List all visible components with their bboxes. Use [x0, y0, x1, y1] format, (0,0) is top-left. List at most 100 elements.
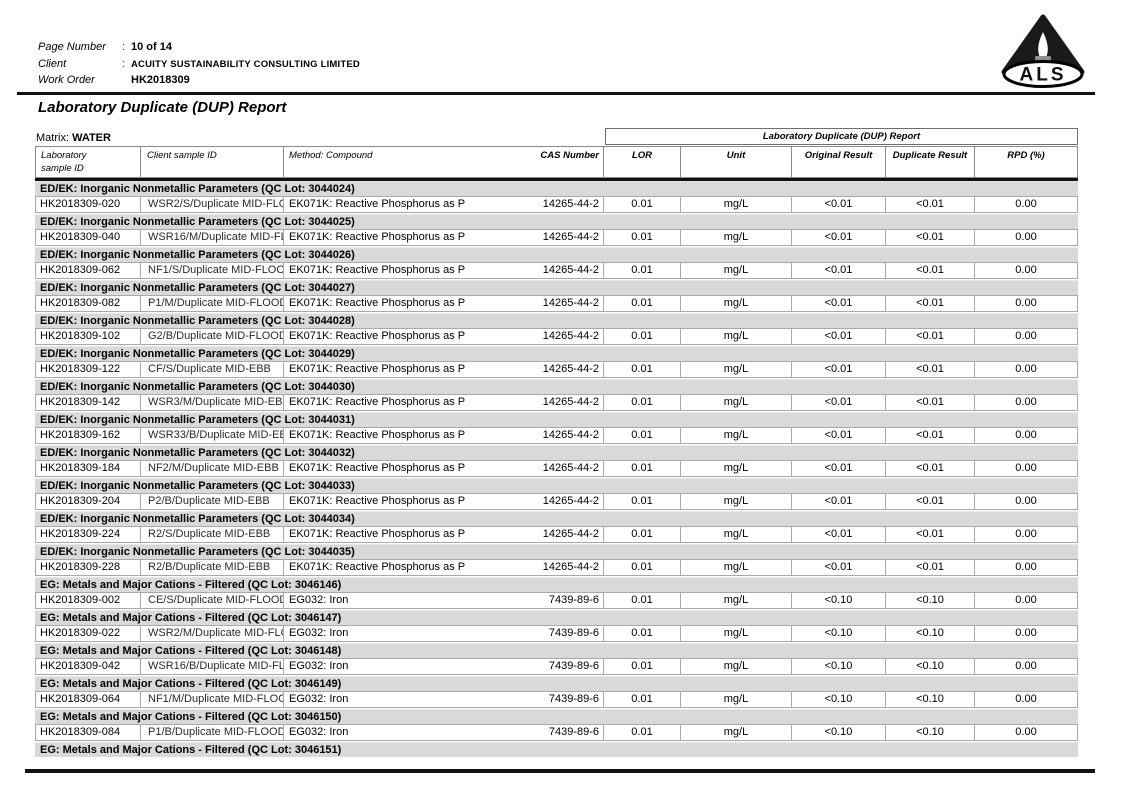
section-title: ED/EK: Inorganic Nonmetallic Parameters …	[40, 546, 355, 558]
section-title: EG: Metals and Major Cations - Filtered …	[40, 645, 342, 657]
cas-number: 7439-89-6	[548, 693, 599, 705]
cas-number: 7439-89-6	[548, 594, 599, 606]
section-title: ED/EK: Inorganic Nonmetallic Parameters …	[40, 513, 355, 525]
method-name: EK071K: Reactive Phosphorus as P	[289, 330, 466, 342]
cell-original-result: <0.01	[792, 296, 885, 311]
cell-original-result: <0.10	[792, 626, 885, 641]
table-row: HK2018309-042 WSR16/B/Duplicate MID-FLOO…	[35, 658, 1078, 675]
client-label: Client	[38, 58, 67, 70]
cell-client-sample-id: P2/B/Duplicate MID-EBB	[141, 494, 283, 509]
cell-rpd: 0.00	[975, 230, 1077, 245]
cell-rpd: 0.00	[975, 395, 1077, 410]
cell-original-result: <0.10	[792, 659, 885, 674]
cell-method-compound: EK071K: Reactive Phosphorus as P 14265-4…	[284, 362, 603, 377]
colon: :	[122, 58, 126, 70]
cell-lab-sample-id: HK2018309-020	[36, 197, 140, 212]
col-header-duplicate-result: Duplicate Result	[886, 147, 974, 177]
cell-duplicate-result: <0.01	[886, 428, 974, 443]
cell-original-result: <0.01	[792, 329, 885, 344]
section-title: EG: Metals and Major Cations - Filtered …	[40, 678, 342, 690]
cell-lor: 0.01	[604, 230, 680, 245]
section-header: ED/EK: Inorganic Nonmetallic Parameters …	[35, 181, 1078, 196]
col-laboratory-line2: sample ID	[41, 163, 84, 174]
cell-duplicate-result: <0.10	[886, 593, 974, 608]
cell-method-compound: EG032: Iron 7439-89-6	[284, 593, 603, 608]
method-name: EK071K: Reactive Phosphorus as P	[289, 462, 466, 474]
cas-number: 14265-44-2	[542, 363, 599, 375]
cell-lor: 0.01	[604, 560, 680, 575]
col-cas-number-label: CAS Number	[540, 150, 599, 161]
cas-number: 14265-44-2	[542, 561, 599, 573]
table-row: HK2018309-162 WSR33/B/Duplicate MID-EBB …	[35, 427, 1078, 444]
section-title: EG: Metals and Major Cations - Filtered …	[40, 744, 342, 756]
cell-lab-sample-id: HK2018309-204	[36, 494, 140, 509]
table-row: HK2018309-204 P2/B/Duplicate MID-EBB EK0…	[35, 493, 1078, 510]
client-field: Client : ACUITY SUSTAINABILITY CONSULTIN…	[38, 58, 360, 70]
cell-original-result: <0.10	[792, 725, 885, 740]
cell-duplicate-result: <0.01	[886, 263, 974, 278]
section-header: EG: Metals and Major Cations - Filtered …	[35, 577, 1078, 592]
cell-unit: mg/L	[681, 560, 791, 575]
cell-duplicate-result: <0.01	[886, 461, 974, 476]
page-number-value: 10 of 14	[131, 41, 172, 53]
cell-duplicate-result: <0.01	[886, 395, 974, 410]
cas-number: 14265-44-2	[542, 198, 599, 210]
qc-lot-section: ED/EK: Inorganic Nonmetallic Parameters …	[35, 478, 1078, 510]
cell-rpd: 0.00	[975, 461, 1077, 476]
cell-unit: mg/L	[681, 296, 791, 311]
cell-method-compound: EK071K: Reactive Phosphorus as P 14265-4…	[284, 329, 603, 344]
cas-number: 14265-44-2	[542, 495, 599, 507]
cell-duplicate-result: <0.01	[886, 362, 974, 377]
method-name: EG032: Iron	[289, 726, 349, 738]
cell-client-sample-id: CF/S/Duplicate MID-EBB	[141, 362, 283, 377]
cell-lor: 0.01	[604, 362, 680, 377]
cell-original-result: <0.01	[792, 362, 885, 377]
cell-method-compound: EG032: Iron 7439-89-6	[284, 659, 603, 674]
qc-lot-section: ED/EK: Inorganic Nonmetallic Parameters …	[35, 181, 1078, 213]
method-name: EK071K: Reactive Phosphorus as P	[289, 264, 466, 276]
table-row: HK2018309-002 CE/S/Duplicate MID-FLOOD E…	[35, 592, 1078, 609]
col-header-lor: LOR	[604, 147, 680, 177]
cell-lab-sample-id: HK2018309-162	[36, 428, 140, 443]
section-header: EG: Metals and Major Cations - Filtered …	[35, 610, 1078, 625]
cell-unit: mg/L	[681, 626, 791, 641]
cell-rpd: 0.00	[975, 659, 1077, 674]
cell-unit: mg/L	[681, 725, 791, 740]
cell-lor: 0.01	[604, 593, 680, 608]
qc-lot-section: ED/EK: Inorganic Nonmetallic Parameters …	[35, 313, 1078, 345]
cell-method-compound: EG032: Iron 7439-89-6	[284, 692, 603, 707]
method-name: EG032: Iron	[289, 627, 349, 639]
qc-lot-section: EG: Metals and Major Cations - Filtered …	[35, 577, 1078, 609]
section-header: EG: Metals and Major Cations - Filtered …	[35, 709, 1078, 724]
table-row: HK2018309-082 P1/M/Duplicate MID-FLOOD E…	[35, 295, 1078, 312]
col-header-original-result: Original Result	[792, 147, 885, 177]
cas-number: 14265-44-2	[542, 297, 599, 309]
method-name: EK071K: Reactive Phosphorus as P	[289, 198, 466, 210]
cell-rpd: 0.00	[975, 725, 1077, 740]
qc-lot-section: EG: Metals and Major Cations - Filtered …	[35, 676, 1078, 708]
cas-number: 7439-89-6	[548, 627, 599, 639]
cell-method-compound: EK071K: Reactive Phosphorus as P 14265-4…	[284, 230, 603, 245]
cas-number: 14265-44-2	[542, 528, 599, 540]
cell-lab-sample-id: HK2018309-064	[36, 692, 140, 707]
col-header-laboratory-sample-id: Laboratory sample ID	[36, 147, 140, 177]
cell-duplicate-result: <0.01	[886, 230, 974, 245]
section-title: ED/EK: Inorganic Nonmetallic Parameters …	[40, 282, 355, 294]
als-logo-text: ALS	[1020, 65, 1067, 86]
section-title: ED/EK: Inorganic Nonmetallic Parameters …	[40, 414, 355, 426]
cell-client-sample-id: WSR2/S/Duplicate MID-FLOOD	[141, 197, 283, 212]
footer-divider	[25, 769, 1095, 773]
table-row: HK2018309-084 P1/B/Duplicate MID-FLOOD E…	[35, 724, 1078, 741]
section-header: ED/EK: Inorganic Nonmetallic Parameters …	[35, 247, 1078, 262]
section-header: ED/EK: Inorganic Nonmetallic Parameters …	[35, 511, 1078, 526]
cell-client-sample-id: WSR16/M/Duplicate MID-FLOOD	[141, 230, 283, 245]
cell-duplicate-result: <0.10	[886, 692, 974, 707]
cell-duplicate-result: <0.01	[886, 527, 974, 542]
results-group-header: Laboratory Duplicate (DUP) Report	[605, 128, 1078, 145]
method-name: EK071K: Reactive Phosphorus as P	[289, 495, 466, 507]
col-method-label: Method: Compound	[289, 150, 373, 161]
section-header: ED/EK: Inorganic Nonmetallic Parameters …	[35, 214, 1078, 229]
qc-lot-section: ED/EK: Inorganic Nonmetallic Parameters …	[35, 511, 1078, 543]
cas-number: 7439-89-6	[548, 660, 599, 672]
cell-original-result: <0.10	[792, 593, 885, 608]
